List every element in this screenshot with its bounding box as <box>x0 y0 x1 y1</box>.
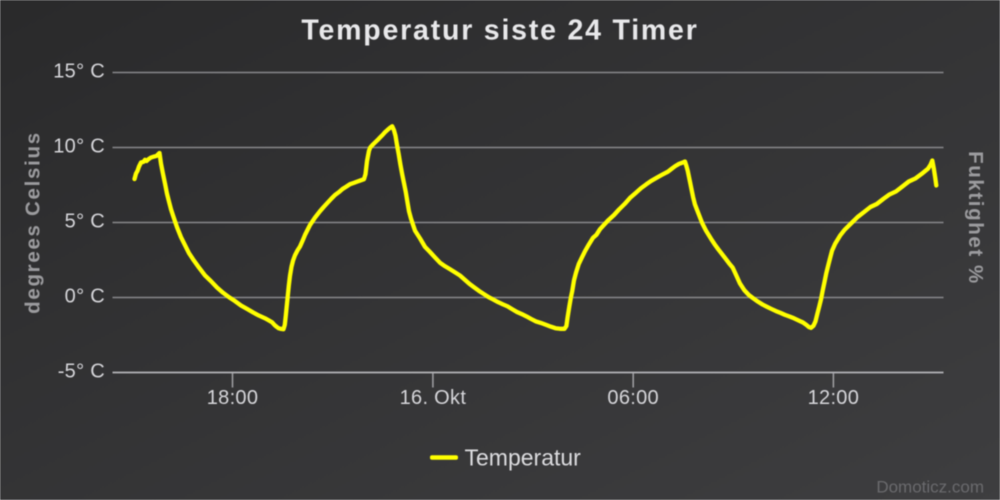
svg-text:Fuktighet %: Fuktighet % <box>964 151 987 285</box>
svg-text:12:00: 12:00 <box>808 387 860 409</box>
svg-text:Temperatur: Temperatur <box>465 445 582 471</box>
svg-text:18:00: 18:00 <box>207 387 259 409</box>
svg-text:Temperatur siste 24 Timer: Temperatur siste 24 Timer <box>301 15 698 47</box>
svg-text:10° C: 10° C <box>53 136 105 158</box>
svg-text:06:00: 06:00 <box>607 387 659 409</box>
svg-text:5° C: 5° C <box>65 211 105 233</box>
svg-text:Domoticz.com: Domoticz.com <box>876 478 984 497</box>
svg-text:-5° C: -5° C <box>58 361 105 383</box>
svg-text:16. Okt: 16. Okt <box>400 387 467 409</box>
svg-text:15° C: 15° C <box>53 61 105 83</box>
svg-text:0° C: 0° C <box>65 286 105 308</box>
svg-text:degrees Celsius: degrees Celsius <box>22 131 45 314</box>
